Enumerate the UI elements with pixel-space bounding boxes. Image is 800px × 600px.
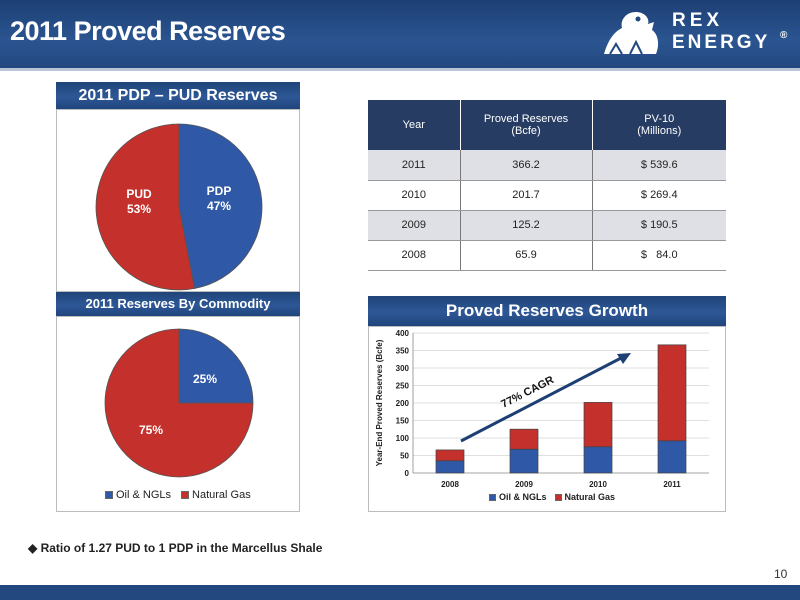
header-year: Year	[368, 100, 461, 150]
growth-chart-box: Year-End Proved Reserves (Bcfe) 0 50 100 150…	[368, 326, 726, 512]
y-tick-label: 350	[396, 347, 410, 356]
header-divider	[0, 68, 800, 71]
table-row: 2008 65.9 $ 84.0	[368, 240, 726, 271]
pie-label: 25%	[193, 372, 217, 386]
header-pv10-line2: (Millions)	[637, 125, 682, 137]
logo-text-rex: REX	[672, 10, 724, 31]
cell-pv10: $ 269.4	[592, 180, 726, 211]
pie-label: 47%	[207, 199, 231, 213]
header-pv10-line1: PV-10	[644, 113, 675, 125]
pie-slice-oil-ngls	[178, 328, 254, 404]
legend-label-oil: Oil & NGLs	[499, 492, 547, 502]
reserves-table: Year Proved Reserves (Bcfe) PV-10 (Milli…	[368, 100, 726, 271]
cell-year: 2010	[368, 180, 461, 211]
growth-legend: Oil & NGLs Natural Gas	[489, 492, 615, 502]
pie-slice-pud	[95, 123, 196, 291]
pud-pdp-chart-box: PDP 47% PUD 53%	[56, 109, 300, 292]
rex-energy-logo: REX ENERGY ®	[596, 4, 796, 64]
table-row: 2011 366.2 $ 539.6	[368, 150, 726, 181]
pie-label: PDP	[207, 184, 232, 198]
header-proved-reserves: Proved Reserves (Bcfe)	[460, 100, 593, 150]
growth-chart-title: Proved Reserves Growth	[368, 296, 726, 326]
cell-reserves: 125.2	[460, 210, 593, 241]
x-tick-label: 2009	[515, 480, 533, 489]
commodity-legend: Oil & NGLs Natural Gas	[105, 489, 251, 501]
y-tick-label: 0	[405, 469, 410, 478]
cell-pv10: $ 539.6	[592, 150, 726, 181]
bar-natural-gas-2009	[509, 428, 539, 450]
cell-reserves: 65.9	[460, 240, 593, 271]
cell-year: 2009	[368, 210, 461, 241]
cell-year: 2008	[368, 240, 461, 271]
commodity-chart-title: 2011 Reserves By Commodity	[56, 292, 300, 316]
x-tick-label: 2010	[589, 480, 607, 489]
header-pv10: PV-10 (Millions)	[592, 100, 726, 150]
legend-label-gas: Natural Gas	[564, 492, 616, 502]
table-header-row: Year Proved Reserves (Bcfe) PV-10 (Milli…	[368, 100, 726, 150]
pie-slice-natural-gas	[104, 328, 254, 478]
cagr-arrow-head-icon	[617, 353, 631, 364]
bullet-diamond-icon: ◆	[28, 541, 41, 555]
dinosaur-emblem-icon	[604, 12, 659, 55]
y-tick-label: 150	[396, 417, 410, 426]
x-tick-label: 2008	[441, 480, 459, 489]
bar-natural-gas-2011	[657, 344, 687, 442]
legend-swatch-oil	[105, 491, 113, 499]
y-tick-label: 250	[396, 382, 410, 391]
bar-natural-gas-2008	[435, 449, 465, 462]
cell-pv10: $ 84.0	[592, 240, 726, 271]
legend-swatch-oil	[489, 493, 496, 501]
bullet-point: ◆ Ratio of 1.27 PUD to 1 PDP in the Marc…	[28, 541, 322, 555]
cell-reserves: 366.2	[460, 150, 593, 181]
footer-bar	[0, 585, 800, 600]
cell-year: 2011	[368, 150, 461, 181]
pie-label: PUD	[126, 187, 152, 201]
page-number: 10	[774, 567, 788, 581]
y-axis-label: Year-End Proved Reserves (Bcfe)	[375, 339, 384, 466]
pie-label: 75%	[139, 423, 163, 437]
y-tick-label: 100	[396, 434, 410, 443]
legend-swatch-gas	[554, 493, 562, 501]
logo-registered-mark: ®	[780, 30, 788, 41]
header-proved-reserves-line2: (Bcfe)	[511, 125, 541, 137]
table-row: 2009 125.2 $ 190.5	[368, 210, 726, 241]
header-proved-reserves-line1: Proved Reserves	[483, 113, 569, 125]
cell-pv10: $ 190.5	[592, 210, 726, 241]
page-title: 2011 Proved Reserves	[10, 16, 286, 46]
y-tick-label: 400	[396, 329, 410, 338]
pie-slice-pdp	[178, 123, 263, 289]
commodity-pie-chart: 25% 75%	[104, 328, 254, 478]
bar-oil-ngls-2009	[509, 448, 539, 474]
cell-reserves: 201.7	[460, 180, 593, 211]
logo-text-energy: ENERGY	[672, 32, 771, 53]
x-tick-label: 2011	[663, 480, 681, 489]
header-bar: 2011 Proved Reserves REX ENERGY ®	[0, 0, 800, 68]
cagr-arrow	[460, 355, 624, 443]
legend-label-oil: Oil & NGLs	[116, 489, 172, 501]
bar-natural-gas-2010	[583, 402, 613, 448]
bar-oil-ngls-2010	[583, 446, 613, 474]
y-tick-label: 300	[396, 364, 410, 373]
y-tick-label: 50	[400, 452, 409, 461]
y-tick-label: 200	[396, 399, 410, 408]
table-row: 2010 201.7 $ 269.4	[368, 180, 726, 211]
legend-swatch-gas	[181, 491, 190, 499]
bar-oil-ngls-2008	[435, 460, 465, 474]
bar-oil-ngls-2011	[657, 440, 687, 474]
pud-pdp-chart-title: 2011 PDP – PUD Reserves	[56, 82, 300, 109]
pie-label: 53%	[127, 202, 151, 216]
bullet-text: Ratio of 1.27 PUD to 1 PDP in the Marcel…	[40, 541, 323, 555]
legend-label-gas: Natural Gas	[192, 489, 251, 501]
commodity-chart-box: 25% 75% Oil & NGLs Natural Gas	[56, 316, 300, 512]
growth-bar-chart: Year-End Proved Reserves (Bcfe) 0 50 100 150…	[375, 329, 709, 489]
